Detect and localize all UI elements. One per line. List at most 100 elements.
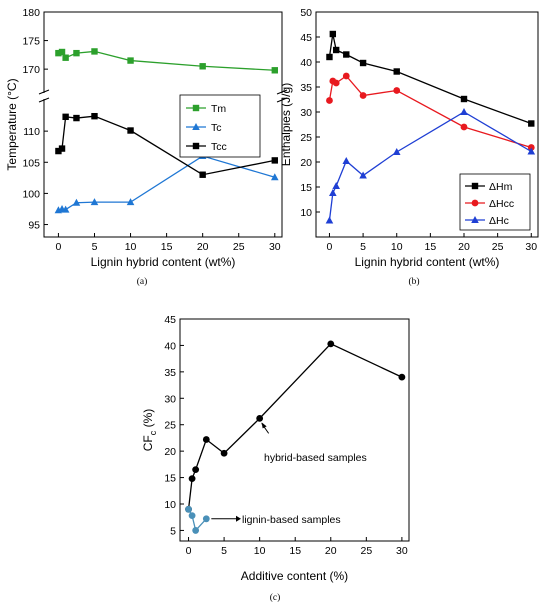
y-tick-label: 15 [164, 473, 176, 485]
plot-frame [43, 11, 283, 238]
data-point [359, 59, 367, 67]
y-tick-label: 20 [164, 446, 176, 458]
data-point [72, 198, 81, 206]
axis-break-mark [276, 89, 288, 95]
data-point [58, 145, 66, 152]
data-point [460, 123, 468, 131]
data-point [359, 92, 367, 99]
x-tick-label: 5 [360, 241, 366, 253]
y-tick-label: 35 [300, 82, 312, 94]
annotation-arrowhead [236, 515, 241, 522]
data-point [62, 113, 69, 121]
legend-marker [192, 123, 200, 130]
y-tick-label: 40 [300, 57, 312, 69]
legend: Tm Tc Tcc [179, 94, 261, 158]
series-line [58, 155, 275, 211]
series-tcc [55, 112, 278, 178]
axis-break-mark [38, 97, 50, 103]
y-axis-label: CFc (%) [141, 409, 158, 452]
data-point [91, 48, 98, 55]
y-tick-label: 170 [22, 64, 40, 76]
x-tick-label: 20 [458, 241, 470, 253]
data-point [343, 51, 350, 58]
y-axis-label-unit: (%) [141, 409, 155, 431]
legend-marker [192, 142, 200, 150]
data-point [91, 112, 98, 120]
plot-frame [315, 11, 539, 238]
y-tick-label: 10 [164, 499, 176, 511]
annotation-lignin-based: lignin-based samples [242, 514, 341, 526]
y-tick-label: 40 [164, 340, 176, 352]
y-tick-label: 35 [164, 367, 176, 379]
y-tick-label: 50 [300, 7, 312, 19]
data-point [329, 30, 337, 38]
data-point [202, 436, 210, 443]
legend-label: Tm [211, 103, 226, 115]
series-dhcc [326, 72, 535, 151]
data-point [73, 49, 80, 57]
series-tm [55, 48, 278, 74]
x-tick-label: 5 [221, 545, 227, 557]
data-point [332, 79, 340, 87]
legend-label: Tc [211, 122, 222, 134]
x-tick-label: 5 [92, 241, 98, 253]
x-tick-label: 20 [197, 241, 209, 253]
data-point [62, 54, 69, 61]
x-tick-label: 20 [325, 545, 337, 557]
data-point [55, 49, 62, 57]
x-tick-label: 25 [492, 241, 504, 253]
x-tick-label: 30 [396, 545, 408, 557]
y-axis-label-subscript: c [148, 430, 158, 435]
y-tick-label: 95 [28, 220, 40, 232]
legend-marker [471, 216, 479, 223]
data-point [326, 53, 333, 61]
data-point [528, 120, 535, 127]
plot-frame [179, 318, 410, 542]
data-point [460, 108, 468, 115]
data-point [90, 198, 99, 206]
x-tick-label: 10 [391, 241, 403, 253]
legend-marker [471, 182, 479, 190]
y-tick-label: 180 [22, 7, 40, 19]
y-tick-label: 105 [22, 157, 40, 169]
series-line [328, 33, 532, 125]
data-point [342, 157, 351, 164]
series-dhc [325, 108, 536, 224]
series-tc [54, 152, 279, 214]
y-tick-label: 175 [22, 36, 40, 48]
series-line [187, 343, 403, 510]
legend-marker [192, 104, 200, 112]
x-tick-label: 10 [254, 545, 266, 557]
series-lignin-based [185, 505, 210, 534]
data-point [271, 157, 278, 164]
data-point [325, 216, 334, 224]
data-point [185, 505, 192, 513]
data-point [359, 171, 367, 179]
series-line [58, 50, 275, 71]
legend: ΔHm ΔHcc ΔHc [459, 173, 531, 231]
legend-label: Tcc [211, 141, 227, 153]
legend-label: ΔHm [489, 181, 513, 193]
data-point [202, 515, 210, 523]
series-line [328, 75, 532, 149]
series-line [58, 115, 275, 176]
y-tick-label: 110 [23, 126, 40, 138]
x-tick-label: 25 [360, 545, 372, 557]
annotation-arrowhead [261, 422, 267, 429]
x-tick-label: 15 [425, 241, 437, 253]
annotation-hybrid-based: hybrid-based samples [264, 452, 367, 464]
axis-break-gap [39, 93, 49, 99]
data-point [271, 67, 278, 74]
x-tick-label: 15 [161, 241, 173, 253]
x-tick-label: 0 [186, 545, 192, 557]
series-hybrid-based [185, 340, 406, 513]
legend-label: ΔHcc [489, 198, 514, 210]
y-tick-label: 100 [22, 188, 40, 200]
data-point [527, 147, 536, 155]
data-point [270, 173, 279, 181]
axis-break-mark [38, 89, 50, 95]
data-point [220, 449, 228, 457]
y-tick-label: 20 [300, 157, 312, 169]
y-axis-label: Enthalpies (J/g) [279, 83, 293, 166]
